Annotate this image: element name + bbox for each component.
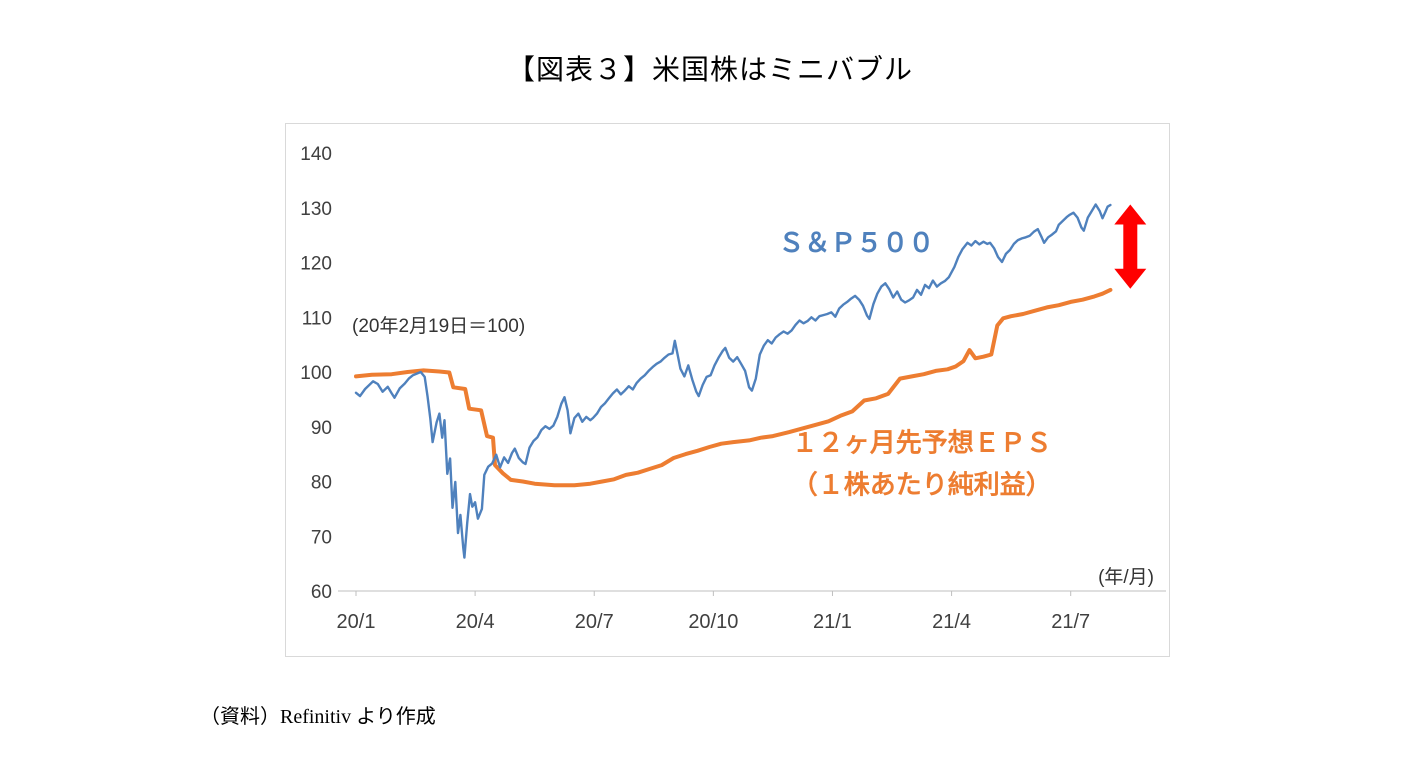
y-axis-tick-label: 130: [300, 199, 332, 220]
line-chart: 20/1 20/4 20/7 20/10 21/1 21/4 21/7 60 70 80 90 100…: [300, 144, 1166, 633]
series-label: （１株あたり純利益）: [792, 470, 1052, 500]
y-axis-tick-label: 120: [300, 254, 332, 275]
x-axis-unit-label: (年/月): [1098, 566, 1154, 588]
x-axis-tick-label: 20/1: [337, 611, 376, 633]
x-axis-tick-label: 20/4: [456, 611, 495, 633]
y-axis-tick-label: 90: [311, 418, 332, 439]
chart-title: 【図表３】米国株はミニバブル: [506, 55, 913, 86]
series-label: Ｓ＆Ｐ５００: [778, 228, 934, 258]
gap-arrow: [1114, 204, 1147, 289]
chart-figure: 20/1 20/4 20/7 20/10 21/1 21/4 21/7 60 70 80 90 100…: [285, 123, 1170, 657]
y-axis-tick-label: 140: [300, 144, 332, 165]
base-annotation: (20年2月19日＝100): [352, 315, 525, 337]
series-line-eps: [354, 287, 1113, 488]
x-axis-tick-label: 21/1: [813, 611, 852, 633]
y-axis-tick-label: 100: [300, 363, 332, 384]
y-axis-tick-label: 110: [302, 308, 332, 329]
series-line-sp500: [354, 203, 1112, 559]
source-note: （資料）Refinitiv より作成: [200, 706, 436, 728]
series-label: １２ヶ月先予想ＥＰＳ: [792, 427, 1052, 457]
x-axis-tick-label: 21/4: [932, 611, 971, 633]
y-axis-tick-label: 60: [311, 582, 332, 603]
x-axis-tick-label: 21/7: [1051, 611, 1090, 633]
x-axis-tick-label: 20/7: [575, 611, 614, 633]
x-axis-tick-label: 20/10: [688, 611, 738, 633]
y-axis-tick-label: 80: [311, 473, 332, 494]
y-axis-tick-label: 70: [311, 527, 332, 548]
